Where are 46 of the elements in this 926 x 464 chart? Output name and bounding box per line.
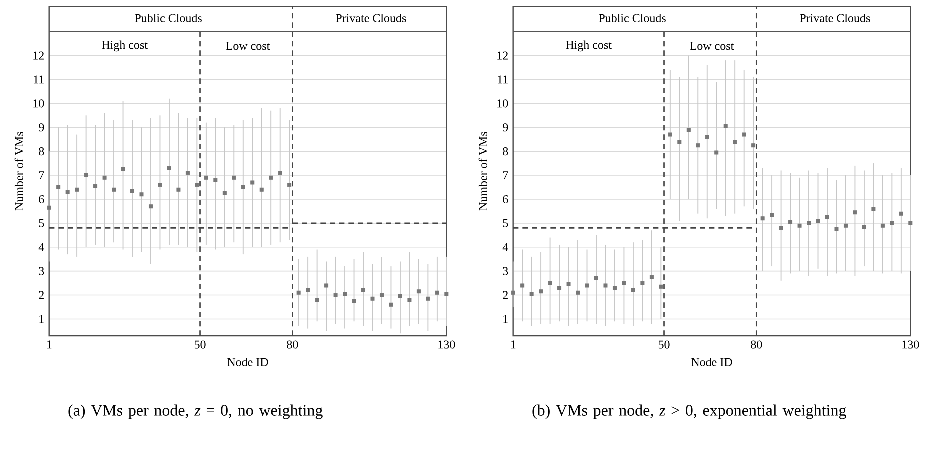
y-tick-label: 7	[39, 172, 44, 180]
annotation: Public Clouds	[135, 14, 202, 22]
x-axis-title: Node ID	[692, 358, 732, 366]
y-tick-label: 3	[503, 267, 508, 276]
y-tick-label: 9	[39, 124, 44, 132]
annotation: Low cost	[226, 42, 270, 50]
annotation: High cost	[566, 40, 612, 52]
text: (a) VMs per node, z = 0, no weighting	[68, 404, 323, 420]
x-tick-label: 50	[658, 340, 670, 349]
y-tick-label: 2	[39, 291, 44, 300]
y-axis-title: Number of VMs	[14, 132, 24, 211]
x-tick-label: 1	[47, 340, 52, 349]
y-tick-label: 3	[39, 267, 44, 276]
x-tick-label: 130	[438, 340, 456, 349]
x-tick-label: 130	[902, 340, 920, 349]
x-tick-label: 80	[287, 340, 298, 349]
y-tick-label: 12	[498, 52, 508, 60]
x-tick-label: 80	[751, 340, 762, 349]
y-tick-label: 7	[503, 172, 508, 180]
y-tick-label: 12	[34, 52, 44, 60]
y-tick-label: 9	[503, 124, 508, 132]
y-tick-label: 5	[503, 219, 508, 228]
y-tick-label: 2	[503, 291, 508, 300]
y-tick-label: 4	[38, 243, 44, 252]
annotation: Private Clouds	[800, 14, 870, 22]
x-axis-title: Node ID	[228, 358, 268, 366]
y-tick-label: 8	[503, 148, 508, 156]
annotation: Low cost	[690, 42, 734, 50]
text: (b) VMs per node, z > 0, exponential weighting	[532, 404, 846, 420]
x-tick-label: 1	[511, 340, 516, 349]
y-tick-label: 6	[39, 195, 44, 204]
annotation: Private Clouds	[336, 14, 406, 22]
annotation: Public Clouds	[599, 14, 666, 22]
annotation: High cost	[102, 40, 148, 52]
y-tick-label: 8	[39, 148, 44, 156]
y-tick-label: 6	[503, 195, 508, 204]
y-tick-label: 5	[39, 219, 44, 228]
y-tick-label: 10	[34, 100, 44, 108]
y-tick-label: 10	[498, 100, 508, 108]
y-tick-label: 1	[40, 315, 44, 324]
x-tick-label: 50	[194, 340, 206, 349]
y-tick-label: 1	[504, 315, 508, 324]
y-tick-label: 11	[498, 76, 508, 84]
y-tick-label: 11	[34, 76, 44, 84]
y-axis-title: Number of VMs	[478, 132, 488, 211]
y-tick-label: 4	[502, 243, 508, 252]
